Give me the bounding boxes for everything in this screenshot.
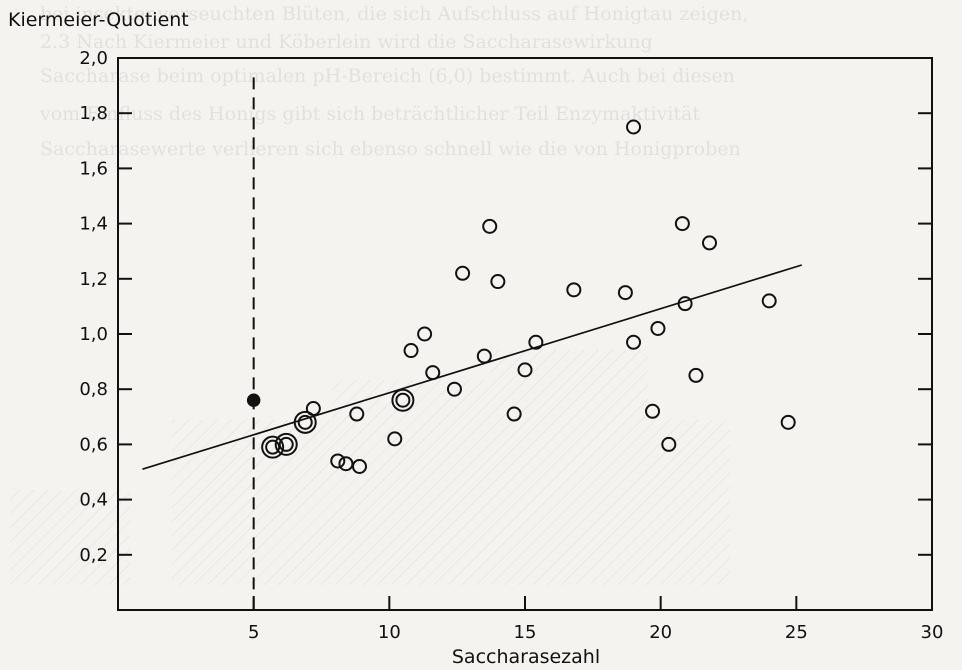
y-tick-label: 0,6 <box>79 434 108 455</box>
data-point-open <box>403 343 419 359</box>
data-point-outer-ring <box>293 410 317 434</box>
data-point-open <box>476 348 492 364</box>
data-point-outer-ring <box>261 435 285 459</box>
data-point-double <box>274 432 298 456</box>
background-hatch-blocks <box>10 350 730 585</box>
y-tick-label: 1,4 <box>79 214 108 235</box>
data-point-open <box>517 362 533 378</box>
y-tick-label: 0,2 <box>79 545 108 566</box>
data-point-open <box>661 436 677 452</box>
x-tick-label: 30 <box>921 622 944 643</box>
data-point-open <box>617 285 633 301</box>
x-tick-label: 25 <box>785 622 808 643</box>
data-point-open <box>645 403 661 419</box>
x-tick-label: 20 <box>649 622 672 643</box>
reference-lines <box>142 77 803 610</box>
data-point-open <box>674 216 690 232</box>
data-point-open <box>626 334 642 350</box>
data-point-inner-ring <box>278 436 294 452</box>
x-tick-label: 15 <box>514 622 537 643</box>
data-point-open <box>780 414 796 430</box>
data-point-double <box>261 435 285 459</box>
data-point-open <box>387 431 403 447</box>
y-tick-label: 0,8 <box>79 379 108 400</box>
data-point-open <box>688 367 704 383</box>
data-points <box>246 119 796 474</box>
data-point-inner-ring <box>395 392 411 408</box>
data-point-open <box>455 265 471 281</box>
background-text-line: 2.3 Nach Kiermeier und Köberlein wird di… <box>40 31 653 53</box>
data-point-open <box>425 365 441 381</box>
background-text-line: Saccharase beim optimalen pH-Bereich (6,… <box>40 65 735 87</box>
data-point-outer-ring <box>274 432 298 456</box>
data-point-open <box>490 274 506 290</box>
y-tick-label: 1,8 <box>79 103 108 124</box>
data-point-open <box>528 334 544 350</box>
background-text-line: vom Einfluss des Honigs gibt sich beträc… <box>39 103 700 125</box>
background-text-line: Saccharasewerte verlieren sich ebenso sc… <box>40 138 741 160</box>
data-point-inner-ring <box>297 414 313 430</box>
y-tick-label: 1,6 <box>79 158 108 179</box>
x-tick-label: 10 <box>378 622 401 643</box>
data-point-open <box>330 453 346 469</box>
data-point-open <box>626 119 642 135</box>
data-point-open <box>338 456 354 472</box>
data-point-open <box>677 296 693 312</box>
data-point-open <box>349 406 365 422</box>
background-text-line: bei insektenverseuchten Blüten, die sich… <box>40 3 748 25</box>
data-point-open <box>446 381 462 397</box>
data-point-inner-ring <box>265 439 281 455</box>
data-point-open <box>650 320 666 336</box>
data-point-outer-ring <box>391 388 415 412</box>
background-text: bei insektenverseuchten Blüten, die sich… <box>39 3 748 160</box>
data-point-open <box>351 458 367 474</box>
data-point-double <box>293 410 317 434</box>
data-point-double <box>391 388 415 412</box>
data-point-open <box>761 293 777 309</box>
x-tick-label: 5 <box>248 622 259 643</box>
data-point-open <box>506 406 522 422</box>
ticks: 0,2 0,4 0,6 0,8 1,0 1,2 1,4 1,6 1,8 2,0 5 10 15 20 25 3… <box>79 48 943 643</box>
y-tick-label: 2,0 <box>79 48 108 69</box>
data-point-open <box>482 218 498 234</box>
regression-line <box>142 264 803 471</box>
data-point-filled <box>246 393 261 407</box>
y-tick-label: 0,4 <box>79 490 108 511</box>
data-point-open <box>702 235 718 251</box>
x-axis-title: Saccharasezahl <box>452 646 600 668</box>
data-point-open <box>417 326 433 342</box>
y-axis-title: Kiermeier-Quotient <box>8 9 189 31</box>
y-tick-label: 1,0 <box>79 324 108 345</box>
y-tick-label: 1,2 <box>79 269 108 290</box>
data-point-open <box>566 282 582 298</box>
